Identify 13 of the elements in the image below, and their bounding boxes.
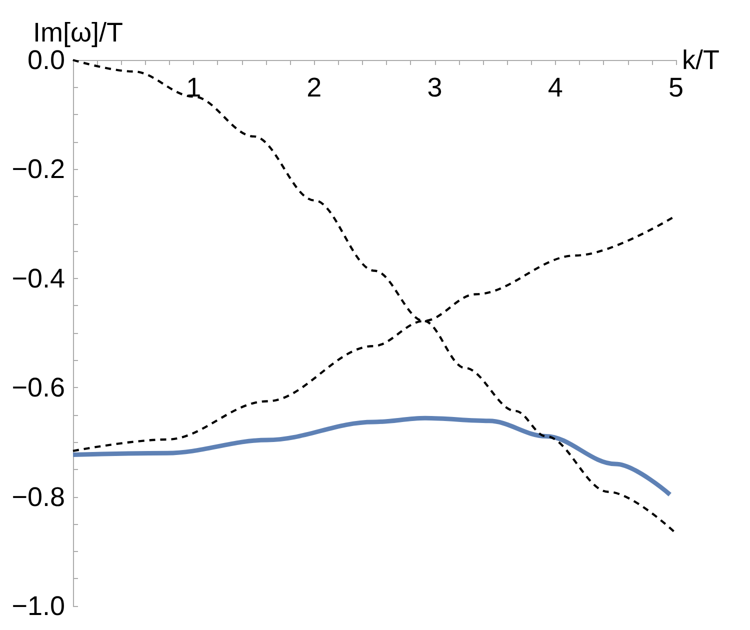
- y-tick-label: −0.4: [12, 263, 65, 294]
- line-series: [70, 416, 672, 497]
- x-tick-label: 4: [548, 72, 563, 102]
- x-tick-label: 2: [306, 72, 322, 102]
- y-tick-label: −1.0: [12, 591, 65, 621]
- y-tick-label: −0.8: [12, 482, 65, 512]
- y-tick-label: −0.6: [12, 372, 65, 403]
- x-tick-label: 3: [427, 72, 442, 102]
- y-tick-label: −0.2: [12, 154, 65, 184]
- x-axis-title: k/T: [682, 45, 720, 75]
- y-axis-title: Im[ω]/T: [32, 18, 124, 48]
- x-tick-label: 5: [668, 72, 684, 102]
- y-tick-label: 0.0: [27, 45, 65, 75]
